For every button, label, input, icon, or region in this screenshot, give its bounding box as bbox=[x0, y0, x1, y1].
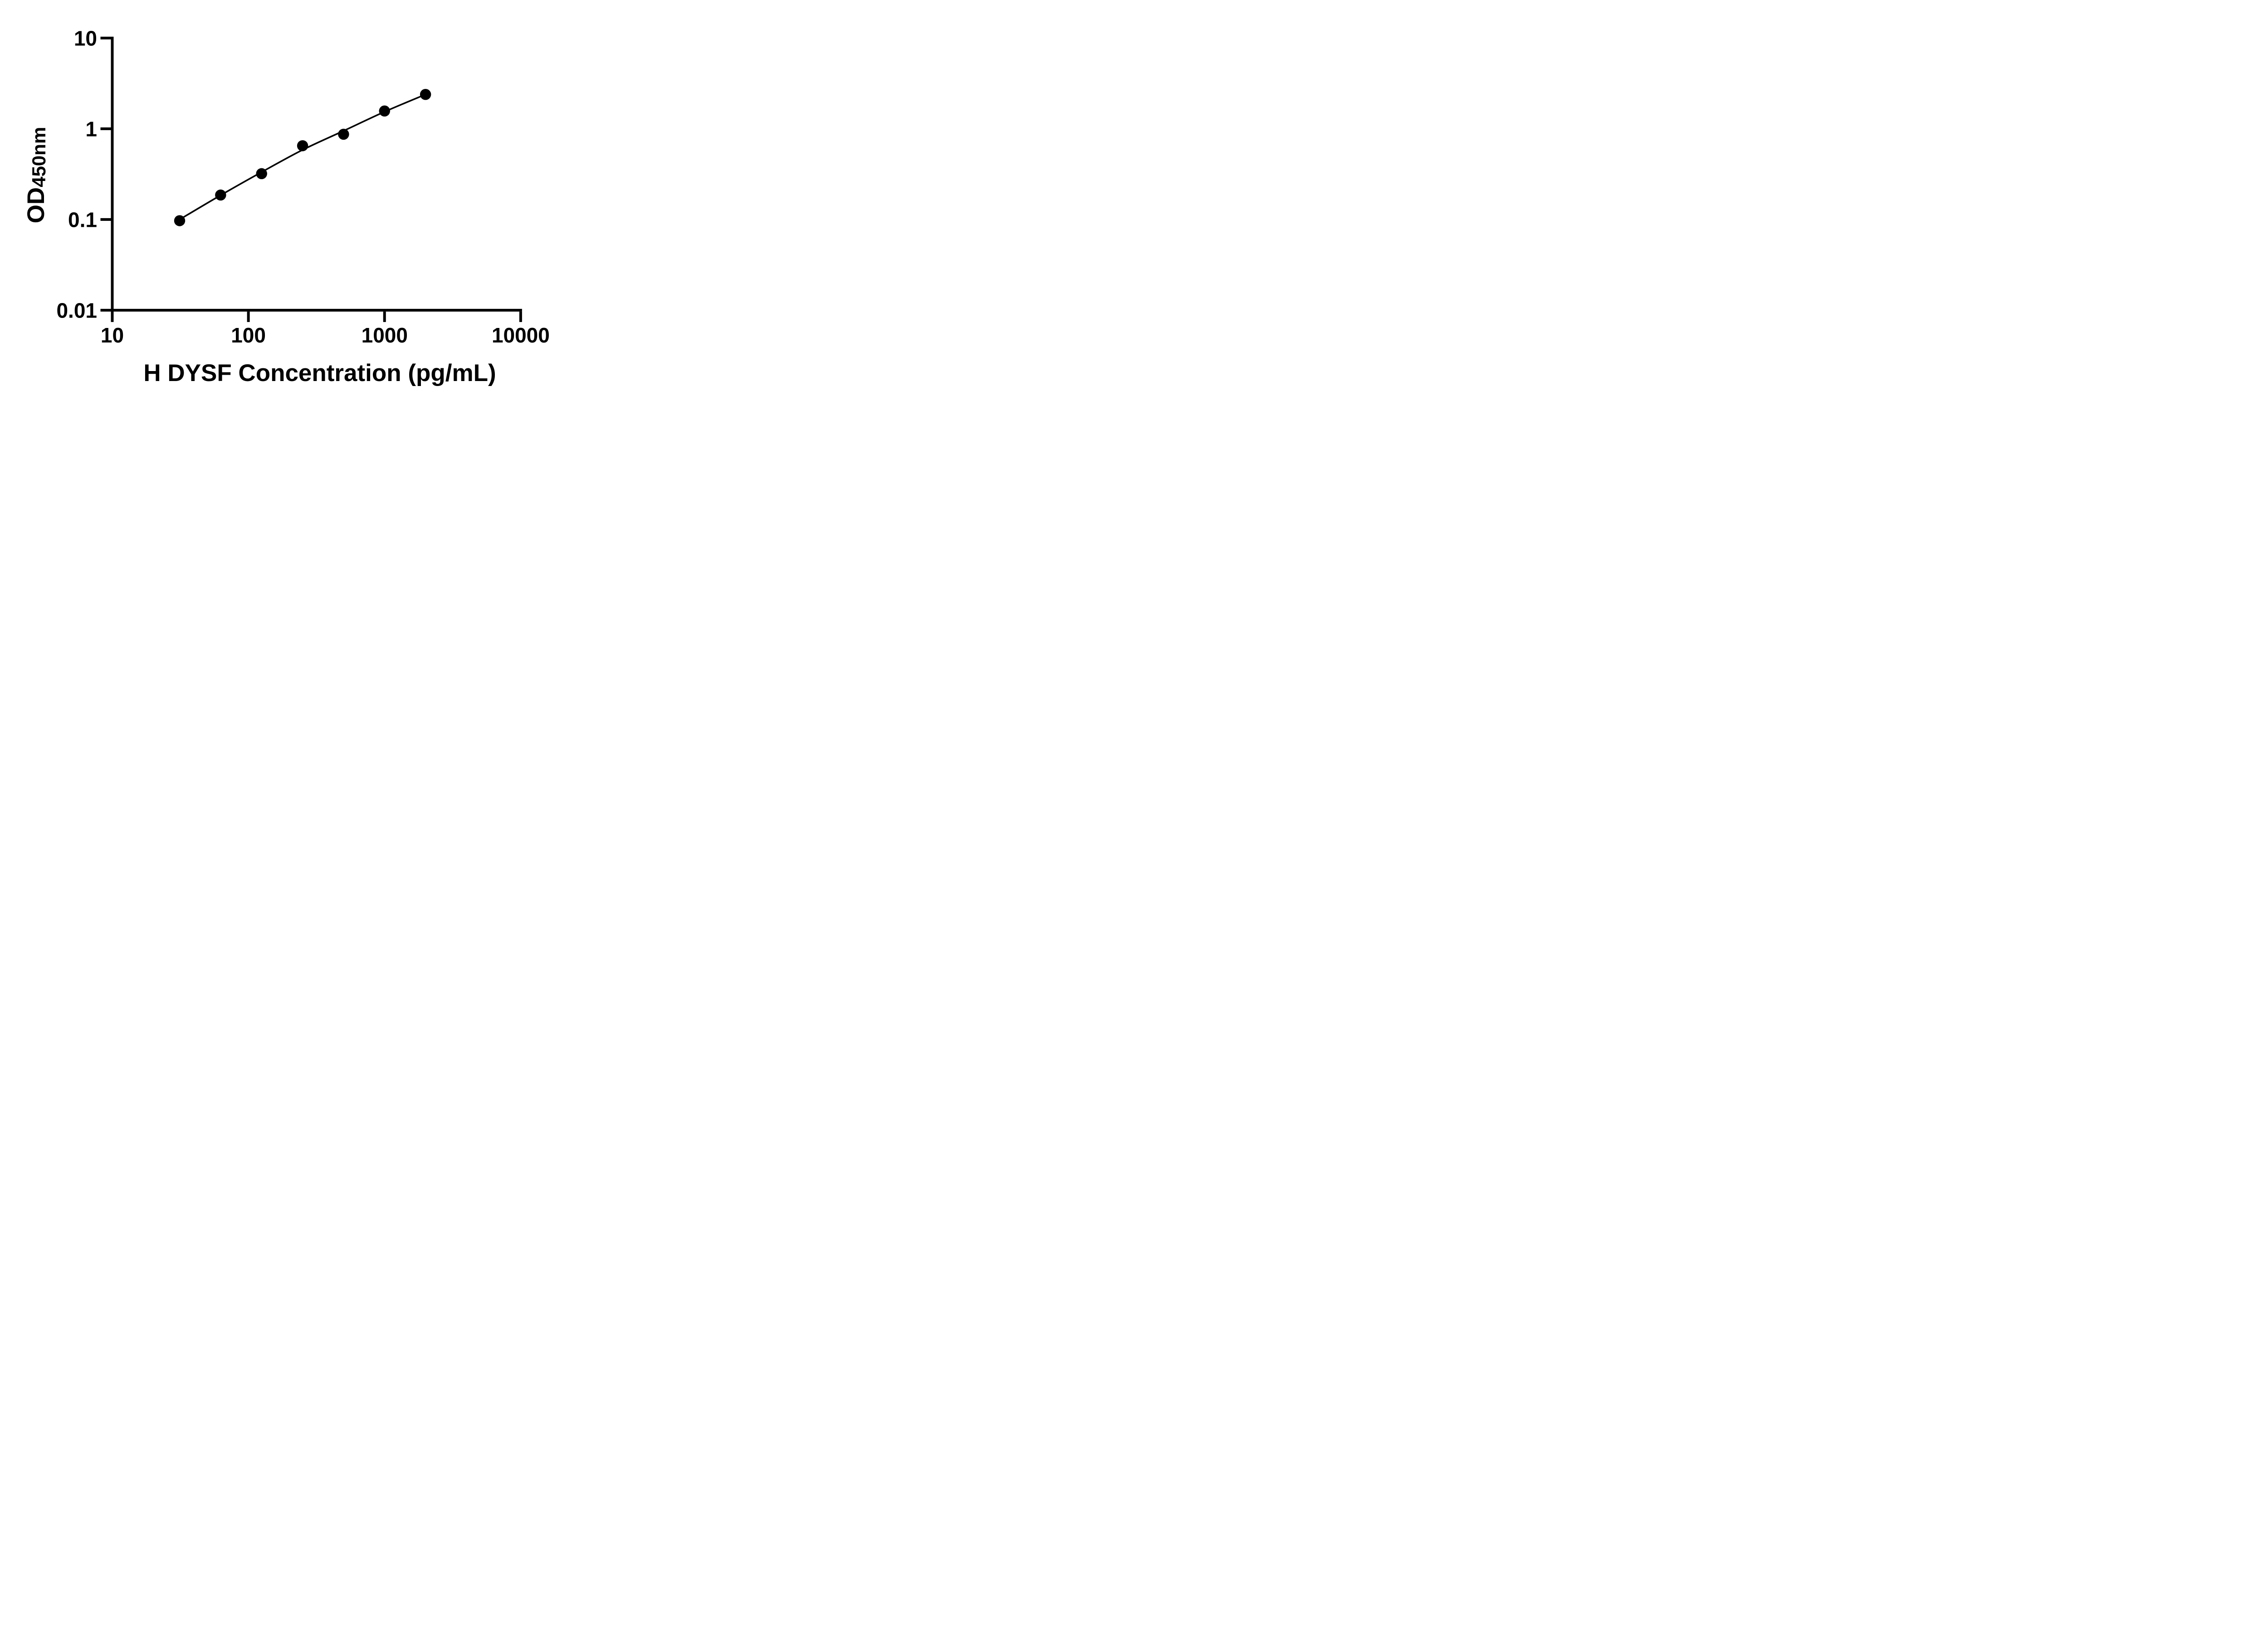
standard-curve-plot: 10 1 0.1 0.01 10 100 1000 10000 H DYSF C… bbox=[23, 26, 550, 386]
plot-layer bbox=[100, 36, 522, 322]
x-tick-label-100: 100 bbox=[231, 323, 266, 347]
elisa-standard-curve-figure: 10 1 0.1 0.01 10 100 1000 10000 H DYSF C… bbox=[0, 0, 583, 408]
data-point-marker bbox=[174, 215, 186, 226]
data-point-marker bbox=[297, 140, 308, 152]
y-tick-label-0-1: 0.1 bbox=[68, 208, 97, 231]
x-tick-label-10000: 10000 bbox=[492, 323, 550, 347]
data-point-marker bbox=[215, 189, 226, 201]
data-point-marker bbox=[256, 168, 267, 180]
y-tick-label-1: 1 bbox=[85, 117, 97, 141]
x-axis-title: H DYSF Concentration (pg/mL) bbox=[143, 360, 496, 386]
data-point-marker bbox=[338, 128, 349, 140]
y-tick-label-0-01: 0.01 bbox=[56, 298, 97, 322]
y-axis-title-subscript: 450nm bbox=[28, 127, 49, 187]
y-tick-label-10: 10 bbox=[74, 26, 97, 50]
y-axis-title-base: OD bbox=[23, 187, 49, 224]
x-tick-label-10: 10 bbox=[101, 323, 124, 347]
x-tick-label-1000: 1000 bbox=[362, 323, 408, 347]
data-point-marker bbox=[379, 105, 390, 117]
y-axis-title: OD450nm bbox=[23, 127, 49, 224]
data-point-marker bbox=[420, 89, 431, 100]
